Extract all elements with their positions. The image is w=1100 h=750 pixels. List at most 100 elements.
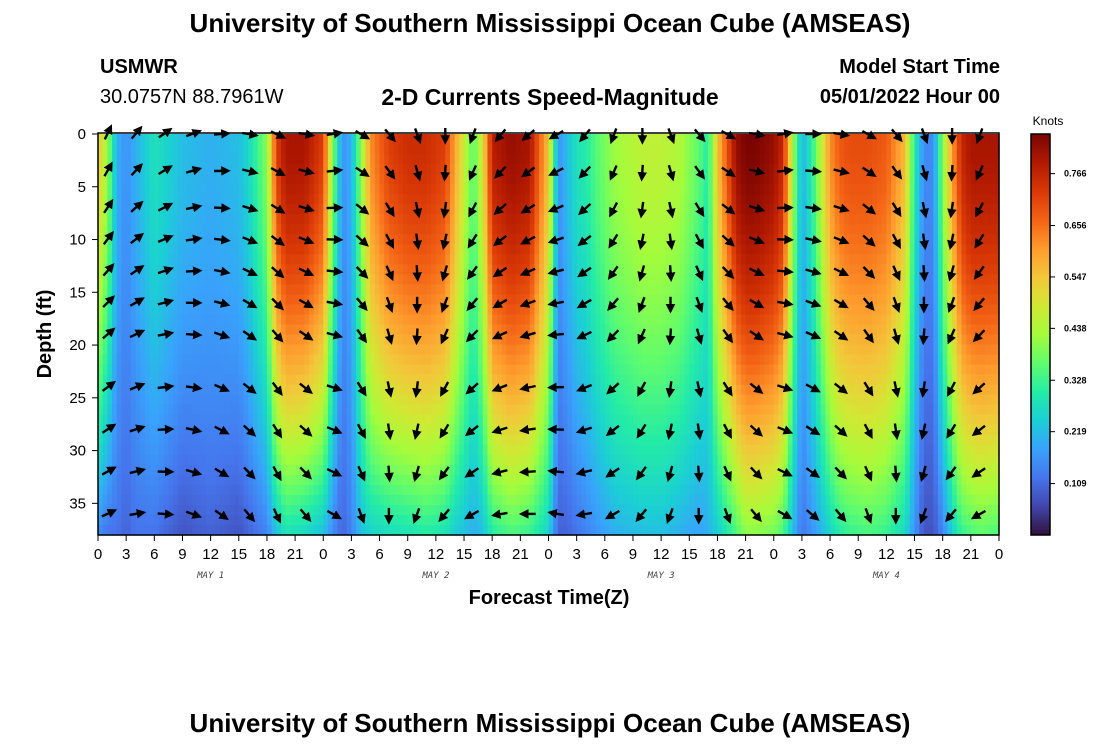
heatmap-cell	[187, 484, 193, 496]
heatmap-cell	[431, 284, 437, 295]
heatmap-cell	[327, 154, 334, 165]
heatmap-cell	[121, 304, 127, 316]
heatmap-cell	[576, 474, 582, 486]
heatmap-cell	[388, 494, 395, 506]
heatmap-cell	[163, 354, 169, 366]
heatmap-cell	[562, 204, 568, 215]
heatmap-cell	[121, 254, 127, 265]
heatmap-cell	[454, 304, 460, 316]
heatmap-cell	[182, 454, 188, 466]
heatmap-cell	[243, 194, 249, 205]
heatmap-cell	[327, 344, 334, 356]
heatmap-cell	[243, 474, 249, 486]
heatmap-cell	[238, 314, 245, 326]
heatmap-cell	[215, 294, 221, 306]
heatmap-cell	[651, 434, 658, 446]
heatmap-cell	[163, 284, 169, 295]
heatmap-cell	[510, 224, 517, 235]
heatmap-cell	[285, 344, 291, 356]
heatmap-cell	[266, 194, 273, 205]
heatmap-cell	[529, 134, 536, 145]
heatmap-cell	[196, 334, 202, 346]
heatmap-cell	[421, 144, 428, 155]
heatmap-cell	[313, 354, 320, 366]
heatmap-cell	[112, 194, 118, 205]
heatmap-cell	[304, 484, 310, 496]
heatmap-cell	[309, 464, 315, 476]
heatmap-cell	[262, 404, 268, 416]
heatmap-cell	[126, 324, 132, 336]
heatmap-cell	[262, 244, 268, 255]
heatmap-cell	[379, 504, 385, 516]
heatmap-cell	[323, 454, 329, 466]
heatmap-cell	[571, 354, 578, 366]
heatmap-cell	[342, 264, 348, 275]
heatmap-cell	[628, 254, 634, 265]
heatmap-cell	[356, 354, 362, 366]
heatmap-cell	[229, 134, 235, 145]
heatmap-cell	[313, 204, 320, 215]
heatmap-cell	[618, 234, 625, 245]
heatmap-cell	[112, 504, 118, 516]
heatmap-cell	[107, 184, 113, 195]
heatmap-cell	[548, 344, 554, 356]
heatmap-cell	[384, 174, 390, 185]
heatmap-cell	[440, 494, 446, 506]
heatmap-cell	[628, 224, 634, 235]
heatmap-cell	[539, 164, 545, 175]
heatmap-cell	[281, 244, 287, 255]
heatmap-cell	[510, 344, 517, 356]
heatmap-cell	[173, 264, 179, 275]
heatmap-cell	[398, 374, 404, 386]
heatmap-cell	[243, 364, 249, 376]
heatmap-cell	[407, 484, 414, 496]
heatmap-cell	[276, 144, 282, 155]
heatmap-cell	[281, 294, 287, 306]
heatmap-cell	[215, 474, 221, 486]
heatmap-cell	[656, 454, 662, 466]
heatmap-cell	[173, 474, 179, 486]
heatmap-cell	[581, 284, 587, 295]
heatmap-cell	[154, 224, 160, 235]
heatmap-cell	[604, 194, 611, 205]
heatmap-cell	[675, 184, 681, 195]
heatmap-cell	[154, 254, 160, 265]
heatmap-cell	[107, 414, 113, 426]
heatmap-cell	[529, 254, 536, 265]
heatmap-cell	[571, 264, 578, 275]
heatmap-cell	[642, 254, 648, 265]
heatmap-cell	[675, 334, 681, 346]
heatmap-cell	[215, 494, 221, 506]
heatmap-cell	[562, 234, 568, 245]
heatmap-cell	[632, 144, 639, 155]
heatmap-cell	[454, 224, 460, 235]
heatmap-cell	[525, 464, 531, 476]
heatmap-cell	[201, 454, 207, 466]
heatmap-cell	[313, 184, 320, 195]
heatmap-cell	[520, 304, 526, 316]
heatmap-cell	[276, 354, 282, 366]
heatmap-cell	[327, 134, 334, 145]
heatmap-cell	[290, 274, 296, 285]
heatmap-cell	[149, 294, 155, 306]
heatmap-cell	[675, 324, 681, 336]
heatmap-cell	[234, 374, 240, 386]
heatmap-cell	[661, 474, 667, 486]
heatmap-cell	[346, 514, 352, 526]
heatmap-cell	[435, 344, 442, 356]
heatmap-cell	[215, 334, 221, 346]
heatmap-cell	[224, 404, 230, 416]
heatmap-cell	[205, 324, 212, 336]
heatmap-cell	[257, 134, 263, 145]
heatmap-cell	[337, 254, 343, 265]
heatmap-cell	[126, 414, 132, 426]
heatmap-cell	[266, 464, 273, 476]
heatmap-cell	[243, 314, 249, 326]
heatmap-cell	[229, 284, 235, 295]
heatmap-cell	[618, 164, 625, 175]
heatmap-cell	[360, 484, 367, 496]
heatmap-cell	[187, 224, 193, 235]
heatmap-cell	[121, 424, 127, 436]
heatmap-cell	[445, 494, 451, 506]
heatmap-cell	[229, 274, 235, 285]
